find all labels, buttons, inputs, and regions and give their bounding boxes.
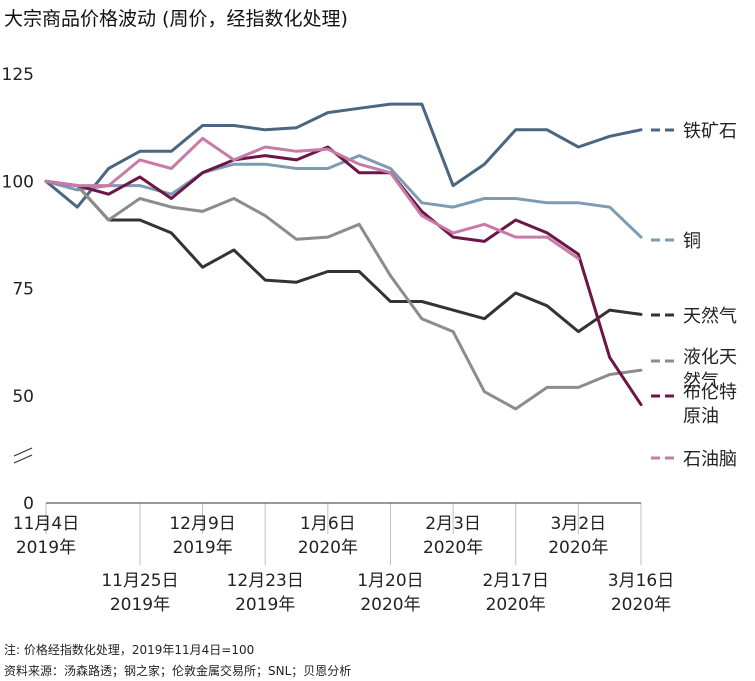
x-tick-label: 1月20日 — [357, 571, 423, 591]
grid-layer — [45, 503, 642, 565]
axis-layer: 0 50 75 100 125 11月4日 2019年 12月9日 2019年 1月6日 2020年… — [2, 65, 675, 615]
y-tick-label: 100 — [2, 172, 34, 192]
series-line — [44, 154, 643, 239]
y-tick-label: 0 — [23, 494, 34, 514]
x-tick-label: 2019年 — [172, 538, 232, 558]
x-tick-label: 2019年 — [235, 595, 295, 615]
axis-break-mark — [13, 454, 33, 464]
x-tick-label: 2月3日 — [425, 514, 481, 534]
x-tick-label: 1月6日 — [300, 514, 356, 534]
x-tick-label: 2020年 — [486, 595, 546, 615]
legend-label: 铜 — [683, 231, 701, 252]
chart-title: 大宗商品价格波动 (周价，经指数化处理) — [4, 8, 348, 30]
y-tick-label: 125 — [2, 65, 34, 85]
x-tick-label: 2020年 — [548, 538, 608, 558]
legend-label: 原油 — [683, 406, 719, 427]
y-tick-label: 75 — [12, 280, 34, 300]
y-tick-label: 50 — [12, 387, 34, 407]
chart-note: 注: 价格经指数化处理，2019年11月4日=100 — [4, 643, 255, 657]
x-tick-label: 11月25日 — [101, 571, 178, 591]
series-line — [44, 102, 643, 209]
legend-label: 液化天 — [683, 347, 737, 368]
axis-break-mark — [13, 447, 33, 457]
line-chart: 0 50 75 100 125 11月4日 2019年 12月9日 2019年 1月6日 2020年… — [2, 65, 737, 615]
x-tick-label: 12月23日 — [227, 571, 304, 591]
series-line — [44, 179, 643, 411]
series-layer — [44, 102, 643, 411]
x-tick-label: 3月16日 — [608, 571, 674, 591]
x-tick-label: 2020年 — [611, 595, 671, 615]
legend-label: 石油脑 — [683, 449, 737, 470]
x-tick-label: 2019年 — [110, 595, 170, 615]
x-tick-label: 3月2日 — [551, 514, 607, 534]
series-line — [44, 136, 580, 261]
x-tick-label: 12月9日 — [169, 514, 235, 534]
legend-label: 铁矿石 — [683, 121, 737, 142]
x-tick-label: 11月4日 — [13, 514, 79, 534]
x-tick-label: 2020年 — [360, 595, 420, 615]
series-line — [44, 179, 643, 334]
source-note: 资料来源：汤森路透；钢之家；伦敦金属交易所；SNL；贝恩分析 — [4, 664, 352, 678]
x-tick-label: 2020年 — [423, 538, 483, 558]
x-tick-label: 2020年 — [298, 538, 358, 558]
legend-label: 布伦特 — [683, 382, 737, 403]
x-tick-label: 2月17日 — [483, 571, 549, 591]
legend-label: 天然气 — [683, 306, 737, 327]
x-tick-label: 2019年 — [16, 538, 76, 558]
legend-label: 然气 — [683, 371, 719, 392]
series-line — [44, 145, 643, 407]
